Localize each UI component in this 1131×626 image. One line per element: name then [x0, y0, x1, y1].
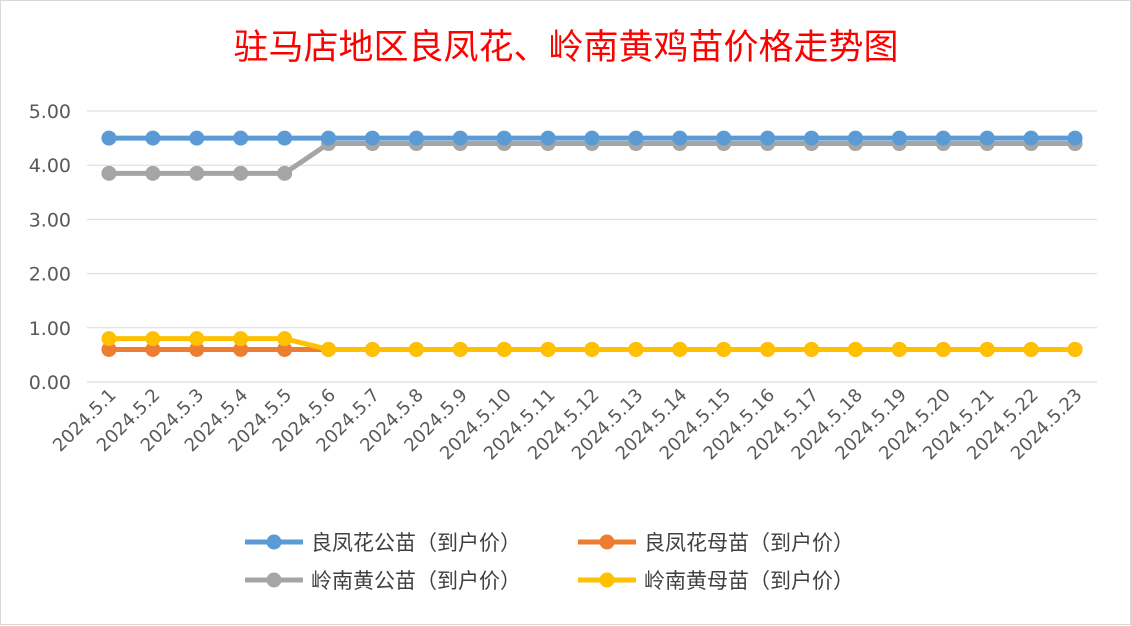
- legend-label: 岭南黄公苗（到户价）: [311, 569, 521, 593]
- data-point: [145, 331, 161, 347]
- y-tick-label: 1.00: [29, 318, 71, 340]
- data-point: [364, 341, 380, 357]
- data-point: [321, 130, 337, 146]
- data-point: [145, 341, 161, 357]
- chart-title: 驻马店地区良凤花、岭南黄鸡苗价格走势图: [233, 28, 898, 68]
- series-4: [101, 331, 1083, 357]
- data-point: [1067, 130, 1083, 146]
- data-point: [189, 331, 205, 347]
- series-lines: [101, 130, 1083, 357]
- y-tick-label: 3.00: [29, 209, 71, 231]
- data-point: [1067, 341, 1083, 357]
- legend-marker: [266, 534, 282, 550]
- gridlines: [87, 110, 1097, 383]
- data-point: [189, 341, 205, 357]
- y-axis-tick-labels: 0.00 1.00 2.00 3.00 4.00 5.00: [29, 101, 71, 394]
- legend-label: 良凤花母苗（到户价）: [644, 531, 854, 555]
- data-point: [277, 341, 293, 357]
- legend-label: 岭南黄母苗（到户价）: [644, 569, 854, 593]
- data-point: [233, 331, 249, 347]
- data-point: [672, 341, 688, 357]
- data-point: [847, 341, 863, 357]
- data-point: [277, 331, 293, 347]
- data-point: [189, 130, 205, 146]
- data-point: [804, 341, 820, 357]
- data-point: [101, 130, 117, 146]
- data-point: [496, 130, 512, 146]
- data-point: [496, 341, 512, 357]
- data-point: [540, 341, 556, 357]
- data-point: [891, 130, 907, 146]
- series-1: [101, 130, 1083, 146]
- data-point: [452, 130, 468, 146]
- data-point: [408, 130, 424, 146]
- x-axis-tick-labels: 2024.5.12024.5.22024.5.32024.5.42024.5.5…: [49, 385, 1087, 465]
- legend: 良凤花公苗（到户价） 良凤花母苗（到户价） 岭南黄公苗（到户价） 岭南黄母苗（到户价）: [245, 531, 854, 593]
- legend-item: 良凤花公苗（到户价）: [245, 531, 521, 555]
- data-point: [804, 130, 820, 146]
- data-point: [364, 130, 380, 146]
- legend-marker: [266, 572, 282, 588]
- data-point: [101, 331, 117, 347]
- data-point: [672, 130, 688, 146]
- data-point: [189, 165, 205, 181]
- data-point: [145, 130, 161, 146]
- legend-item: 岭南黄母苗（到户价）: [578, 569, 854, 593]
- data-point: [891, 341, 907, 357]
- data-point: [628, 341, 644, 357]
- data-point: [584, 341, 600, 357]
- data-point: [979, 341, 995, 357]
- data-point: [233, 165, 249, 181]
- data-point: [233, 130, 249, 146]
- data-point: [716, 130, 732, 146]
- data-point: [847, 130, 863, 146]
- y-tick-label: 5.00: [29, 101, 71, 123]
- data-point: [760, 341, 776, 357]
- data-point: [540, 130, 556, 146]
- data-point: [584, 130, 600, 146]
- data-point: [935, 130, 951, 146]
- legend-label: 良凤花公苗（到户价）: [311, 531, 521, 555]
- data-point: [935, 341, 951, 357]
- data-point: [277, 130, 293, 146]
- y-tick-label: 0.00: [29, 372, 71, 394]
- data-point: [979, 130, 995, 146]
- data-point: [145, 165, 161, 181]
- data-point: [716, 341, 732, 357]
- data-point: [101, 165, 117, 181]
- data-point: [408, 341, 424, 357]
- data-point: [452, 341, 468, 357]
- data-point: [321, 341, 337, 357]
- data-point: [1023, 130, 1039, 146]
- data-point: [1023, 341, 1039, 357]
- legend-marker: [599, 534, 615, 550]
- legend-marker: [599, 572, 615, 588]
- legend-item: 良凤花母苗（到户价）: [578, 531, 854, 555]
- y-tick-label: 4.00: [29, 155, 71, 177]
- legend-item: 岭南黄公苗（到户价）: [245, 569, 521, 593]
- data-point: [101, 341, 117, 357]
- data-point: [760, 130, 776, 146]
- data-point: [277, 165, 293, 181]
- data-point: [628, 130, 644, 146]
- data-point: [233, 341, 249, 357]
- y-tick-label: 2.00: [29, 264, 71, 286]
